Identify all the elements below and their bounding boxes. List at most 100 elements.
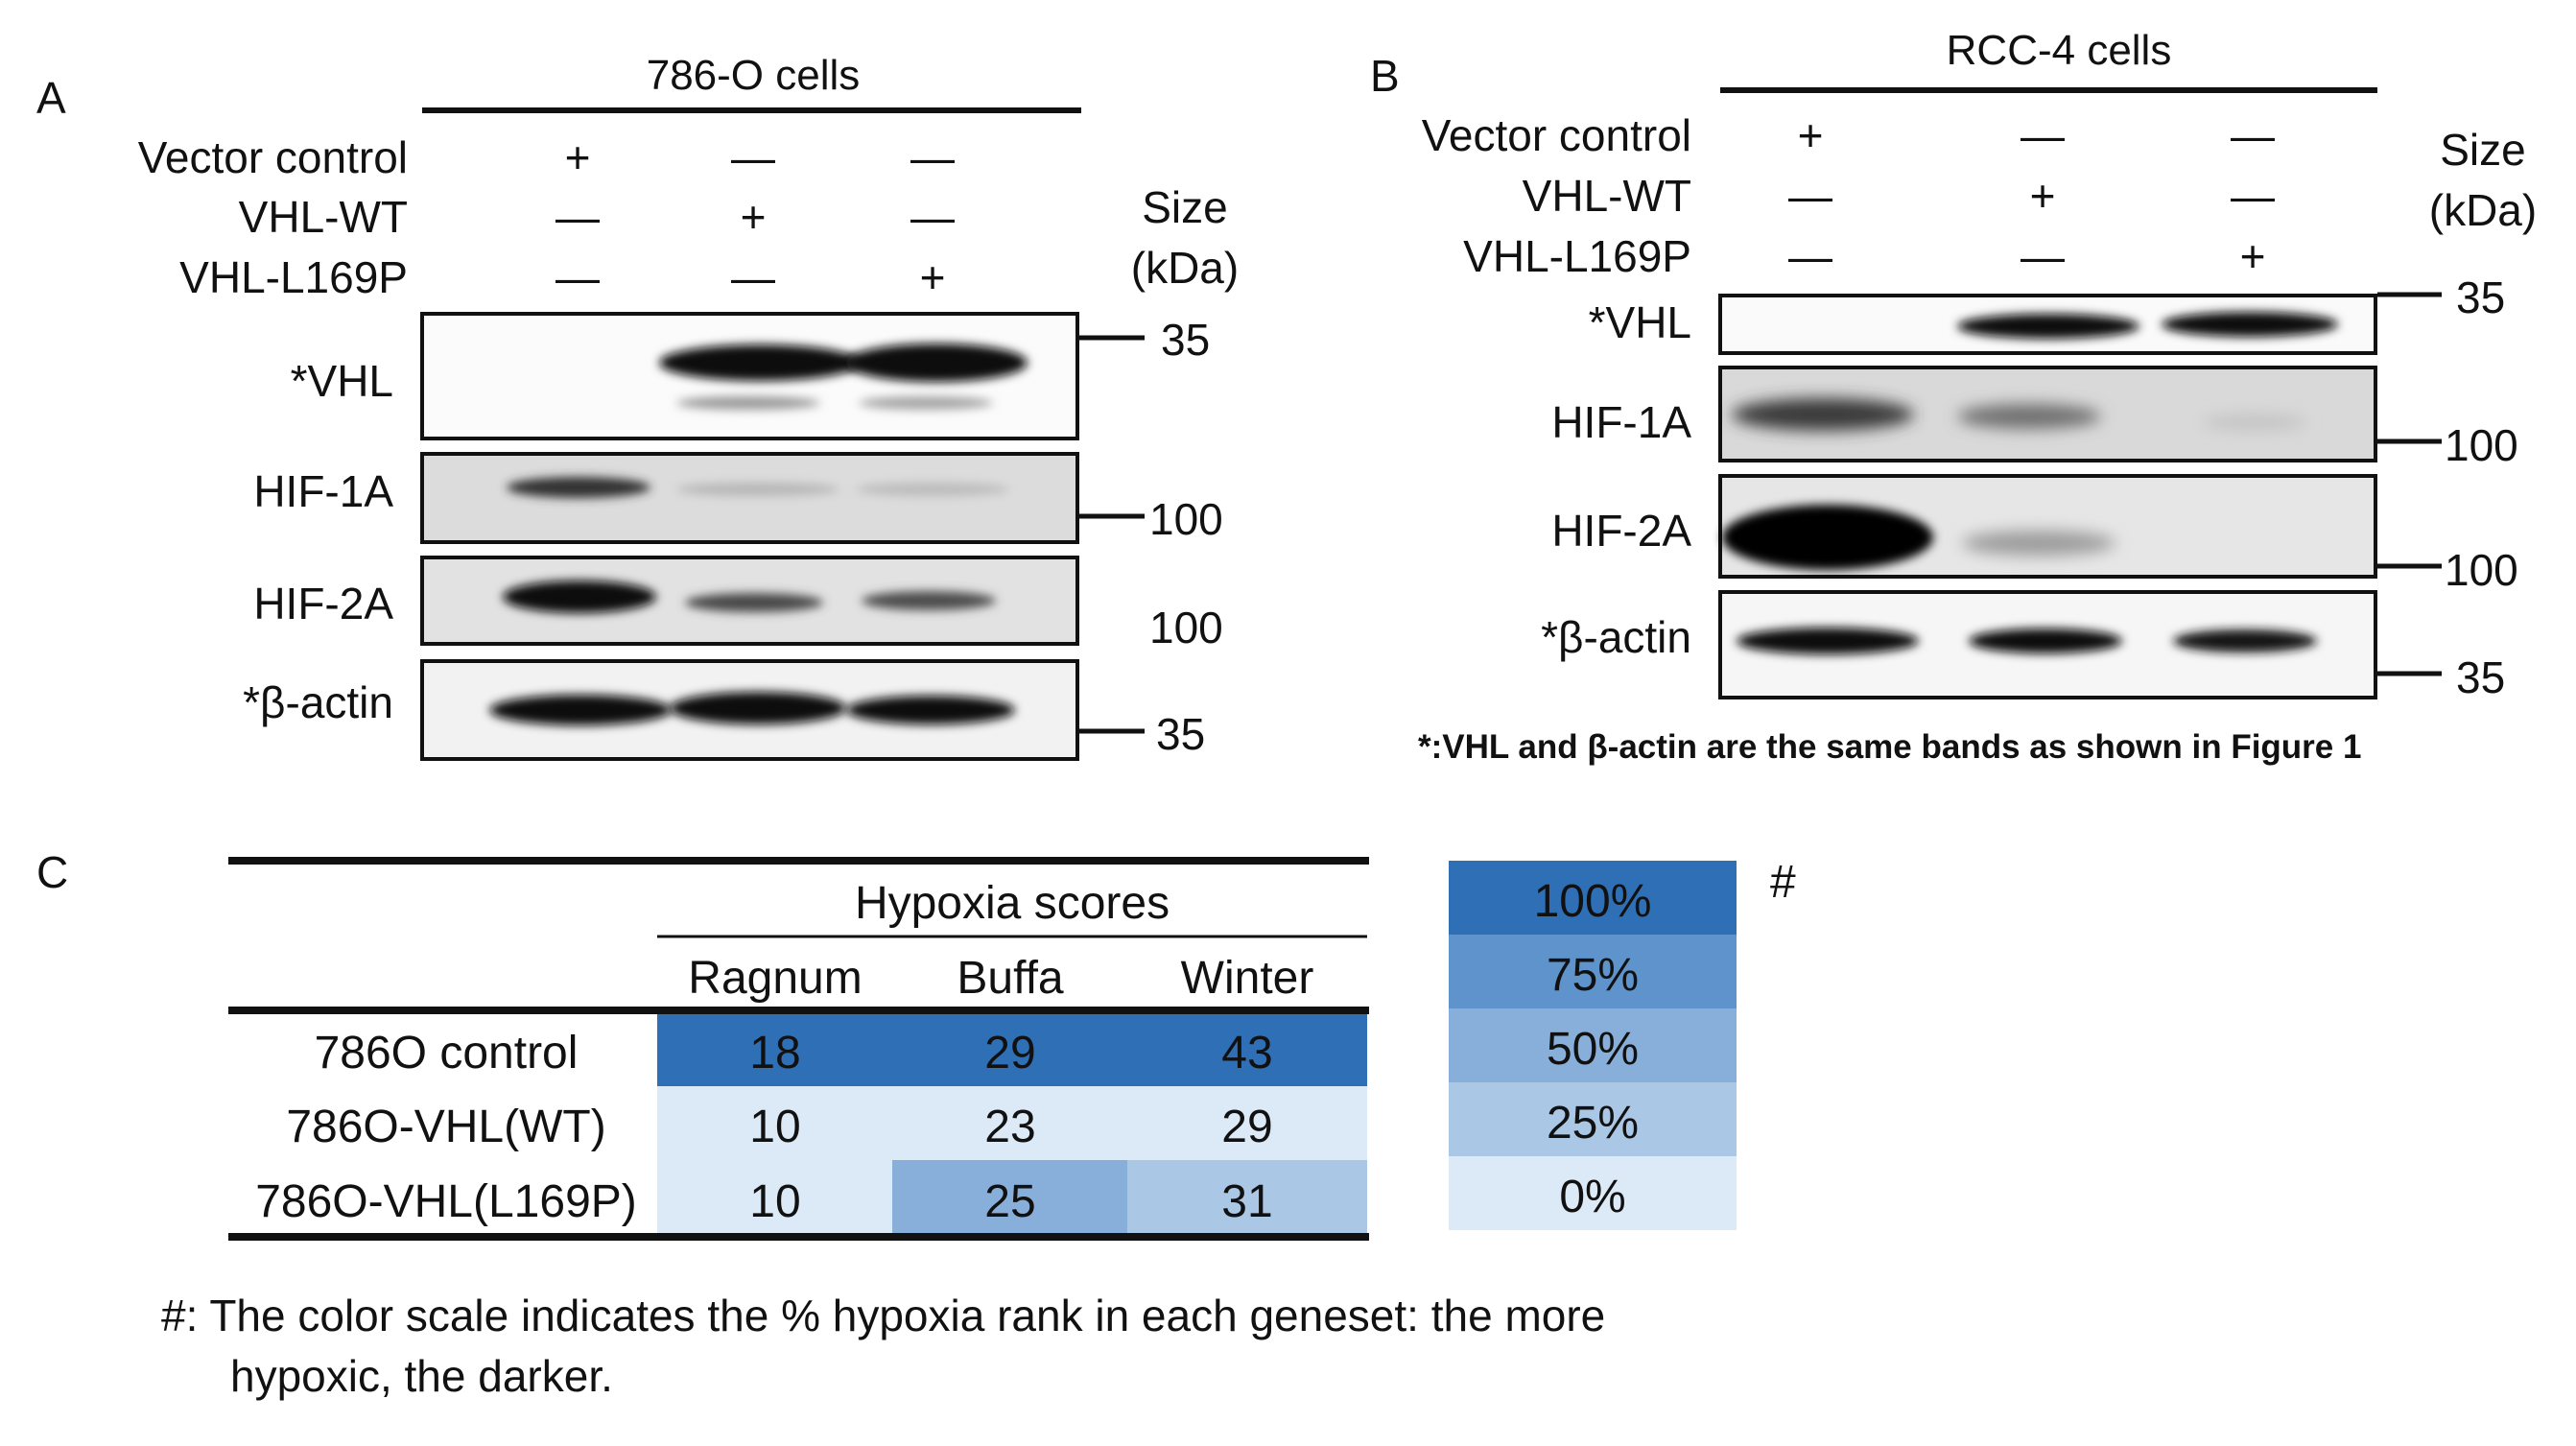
panel-b-blot-label: HIF-1A — [1551, 397, 1691, 447]
panel-b-size-label: Size — [2440, 125, 2525, 175]
panel-b-sign: + — [2240, 231, 2266, 281]
legend-label: 0% — [1559, 1172, 1625, 1222]
panel-b-marker-label: 100 — [2445, 545, 2518, 595]
legend-label: 100% — [1534, 876, 1652, 927]
panel-a-sign: + — [741, 192, 767, 242]
table-cell — [1127, 1086, 1367, 1160]
panel-a-blot-vhl: *VHL 35 — [291, 312, 1210, 440]
legend-label: 75% — [1547, 950, 1639, 1001]
legend-swatch — [1449, 1156, 1737, 1230]
legend-label: 25% — [1547, 1098, 1639, 1149]
color-scale-note: #: The color scale indicates the % hypox… — [161, 1291, 1605, 1340]
table-value: 29 — [984, 1028, 1035, 1079]
panel-a-blot-beta-actin: *β-actin 35 — [243, 659, 1205, 761]
panel-b-blot-label: HIF-2A — [1551, 506, 1691, 556]
panel-a-condition-vhl-l169p: VHL-L169P — [179, 252, 408, 302]
table-row-label: 786O-VHL(L169P) — [255, 1176, 637, 1227]
table-value: 43 — [1221, 1028, 1272, 1079]
panel-b-footnote: *:VHL and β-actin are the same bands as … — [1418, 728, 2361, 766]
panel-b-cell-line-header: RCC-4 cells — [1947, 27, 2172, 74]
panel-a-sign: — — [910, 132, 955, 182]
panel-b: B RCC-4 cells Vector control VHL-WT VHL-… — [1370, 27, 2537, 766]
panel-a-blot-label: *β-actin — [243, 677, 393, 727]
table-cell — [892, 1012, 1127, 1086]
panel-a-blot-hif-1a: HIF-1A 100 — [253, 452, 1223, 544]
panel-a-blot-label: *VHL — [291, 356, 393, 406]
panel-b-sign: — — [2231, 110, 2275, 160]
panel-b-sign: — — [2021, 110, 2065, 160]
table-cell — [657, 1160, 892, 1234]
panel-b-sign: — — [1788, 171, 1832, 221]
panel-a-sign: + — [565, 132, 591, 182]
panel-a-blot-label: HIF-1A — [253, 466, 393, 516]
panel-b-condition-vhl-l169p: VHL-L169P — [1463, 231, 1691, 281]
panel-a-marker-label: 100 — [1149, 494, 1223, 544]
table-cell — [892, 1086, 1127, 1160]
table-row-label: 786O-VHL(WT) — [286, 1102, 605, 1152]
panel-b-condition-vhl-wt: VHL-WT — [1523, 171, 1691, 221]
panel-c: C Hypoxia scores Ragnum Buffa Winter 786… — [36, 847, 1796, 1401]
legend-label: 50% — [1547, 1024, 1639, 1075]
panel-b-letter: B — [1370, 51, 1400, 101]
panel-b-marker-label: 35 — [2456, 273, 2505, 322]
legend-footnote-mark: # — [1770, 857, 1796, 908]
panel-a-condition-vector: Vector control — [138, 132, 408, 182]
panel-a-size-label: Size — [1142, 182, 1227, 232]
table-column-header: Buffa — [957, 953, 1064, 1004]
legend-swatch — [1449, 861, 1737, 935]
table-value: 10 — [749, 1176, 800, 1227]
panel-a-marker-label: 35 — [1156, 709, 1205, 759]
panel-a-size-unit: (kDa) — [1131, 243, 1239, 293]
panel-a-marker-label: 35 — [1161, 315, 1210, 365]
legend-swatch — [1449, 1082, 1737, 1156]
panel-a-sign: — — [910, 192, 955, 242]
table-column-header: Winter — [1181, 953, 1314, 1004]
panel-b-sign: + — [1798, 110, 1824, 160]
panel-b-blot-hif-2a: HIF-2A 100 — [1551, 474, 2518, 595]
table-cell — [1127, 1160, 1367, 1234]
panel-a-marker-label: 100 — [1149, 603, 1223, 652]
panel-b-blot-beta-actin: *β-actin 35 — [1541, 590, 2505, 702]
panel-b-sign: + — [2030, 171, 2056, 221]
panel-b-blot-label: *β-actin — [1541, 612, 1691, 662]
panel-a-sign: + — [920, 252, 946, 302]
panel-a-sign: — — [555, 252, 600, 302]
panel-b-sign: — — [2231, 171, 2275, 221]
table-value: 25 — [984, 1176, 1035, 1227]
table-cell — [657, 1086, 892, 1160]
table-row-label: 786O control — [315, 1028, 579, 1079]
table-value: 10 — [749, 1102, 800, 1152]
panel-b-condition-vector: Vector control — [1422, 110, 1691, 160]
panel-a: A 786-O cells Vector control VHL-WT VHL-… — [36, 52, 1239, 761]
panel-b-sign: — — [1788, 231, 1832, 281]
panel-b-marker-label: 35 — [2456, 652, 2505, 702]
table-cell — [892, 1160, 1127, 1234]
table-column-header: Ragnum — [688, 953, 862, 1004]
panel-b-blot-hif-1a: HIF-1A 100 — [1551, 366, 2518, 470]
panel-a-sign: — — [555, 192, 600, 242]
panel-a-sign: — — [731, 252, 775, 302]
table-cell — [1127, 1012, 1367, 1086]
panel-a-blot-label: HIF-2A — [253, 579, 393, 628]
panel-a-condition-vhl-wt: VHL-WT — [239, 192, 408, 242]
color-scale-legend: 100% 75% 50% 25% 0% # — [1449, 857, 1796, 1230]
panel-b-size-unit: (kDa) — [2429, 185, 2537, 235]
panel-a-letter: A — [36, 73, 66, 123]
table-value: 29 — [1221, 1102, 1272, 1152]
table-group-header: Hypoxia scores — [855, 878, 1170, 929]
panel-b-marker-label: 100 — [2445, 420, 2518, 470]
legend-swatch — [1449, 1008, 1737, 1082]
panel-a-blot-hif-2a: HIF-2A 100 — [253, 556, 1223, 652]
panel-a-sign: — — [731, 132, 775, 182]
table-value: 31 — [1221, 1176, 1272, 1227]
color-scale-note-continued: hypoxic, the darker. — [230, 1351, 613, 1401]
table-value: 18 — [749, 1028, 800, 1079]
panel-b-blot-vhl: *VHL 35 — [1589, 273, 2505, 355]
panel-b-sign: — — [2021, 231, 2065, 281]
panel-b-blot-label: *VHL — [1589, 297, 1691, 347]
table-value: 23 — [984, 1102, 1035, 1152]
legend-swatch — [1449, 935, 1737, 1008]
panel-a-cell-line-header: 786-O cells — [647, 52, 861, 99]
table-cell — [657, 1012, 892, 1086]
